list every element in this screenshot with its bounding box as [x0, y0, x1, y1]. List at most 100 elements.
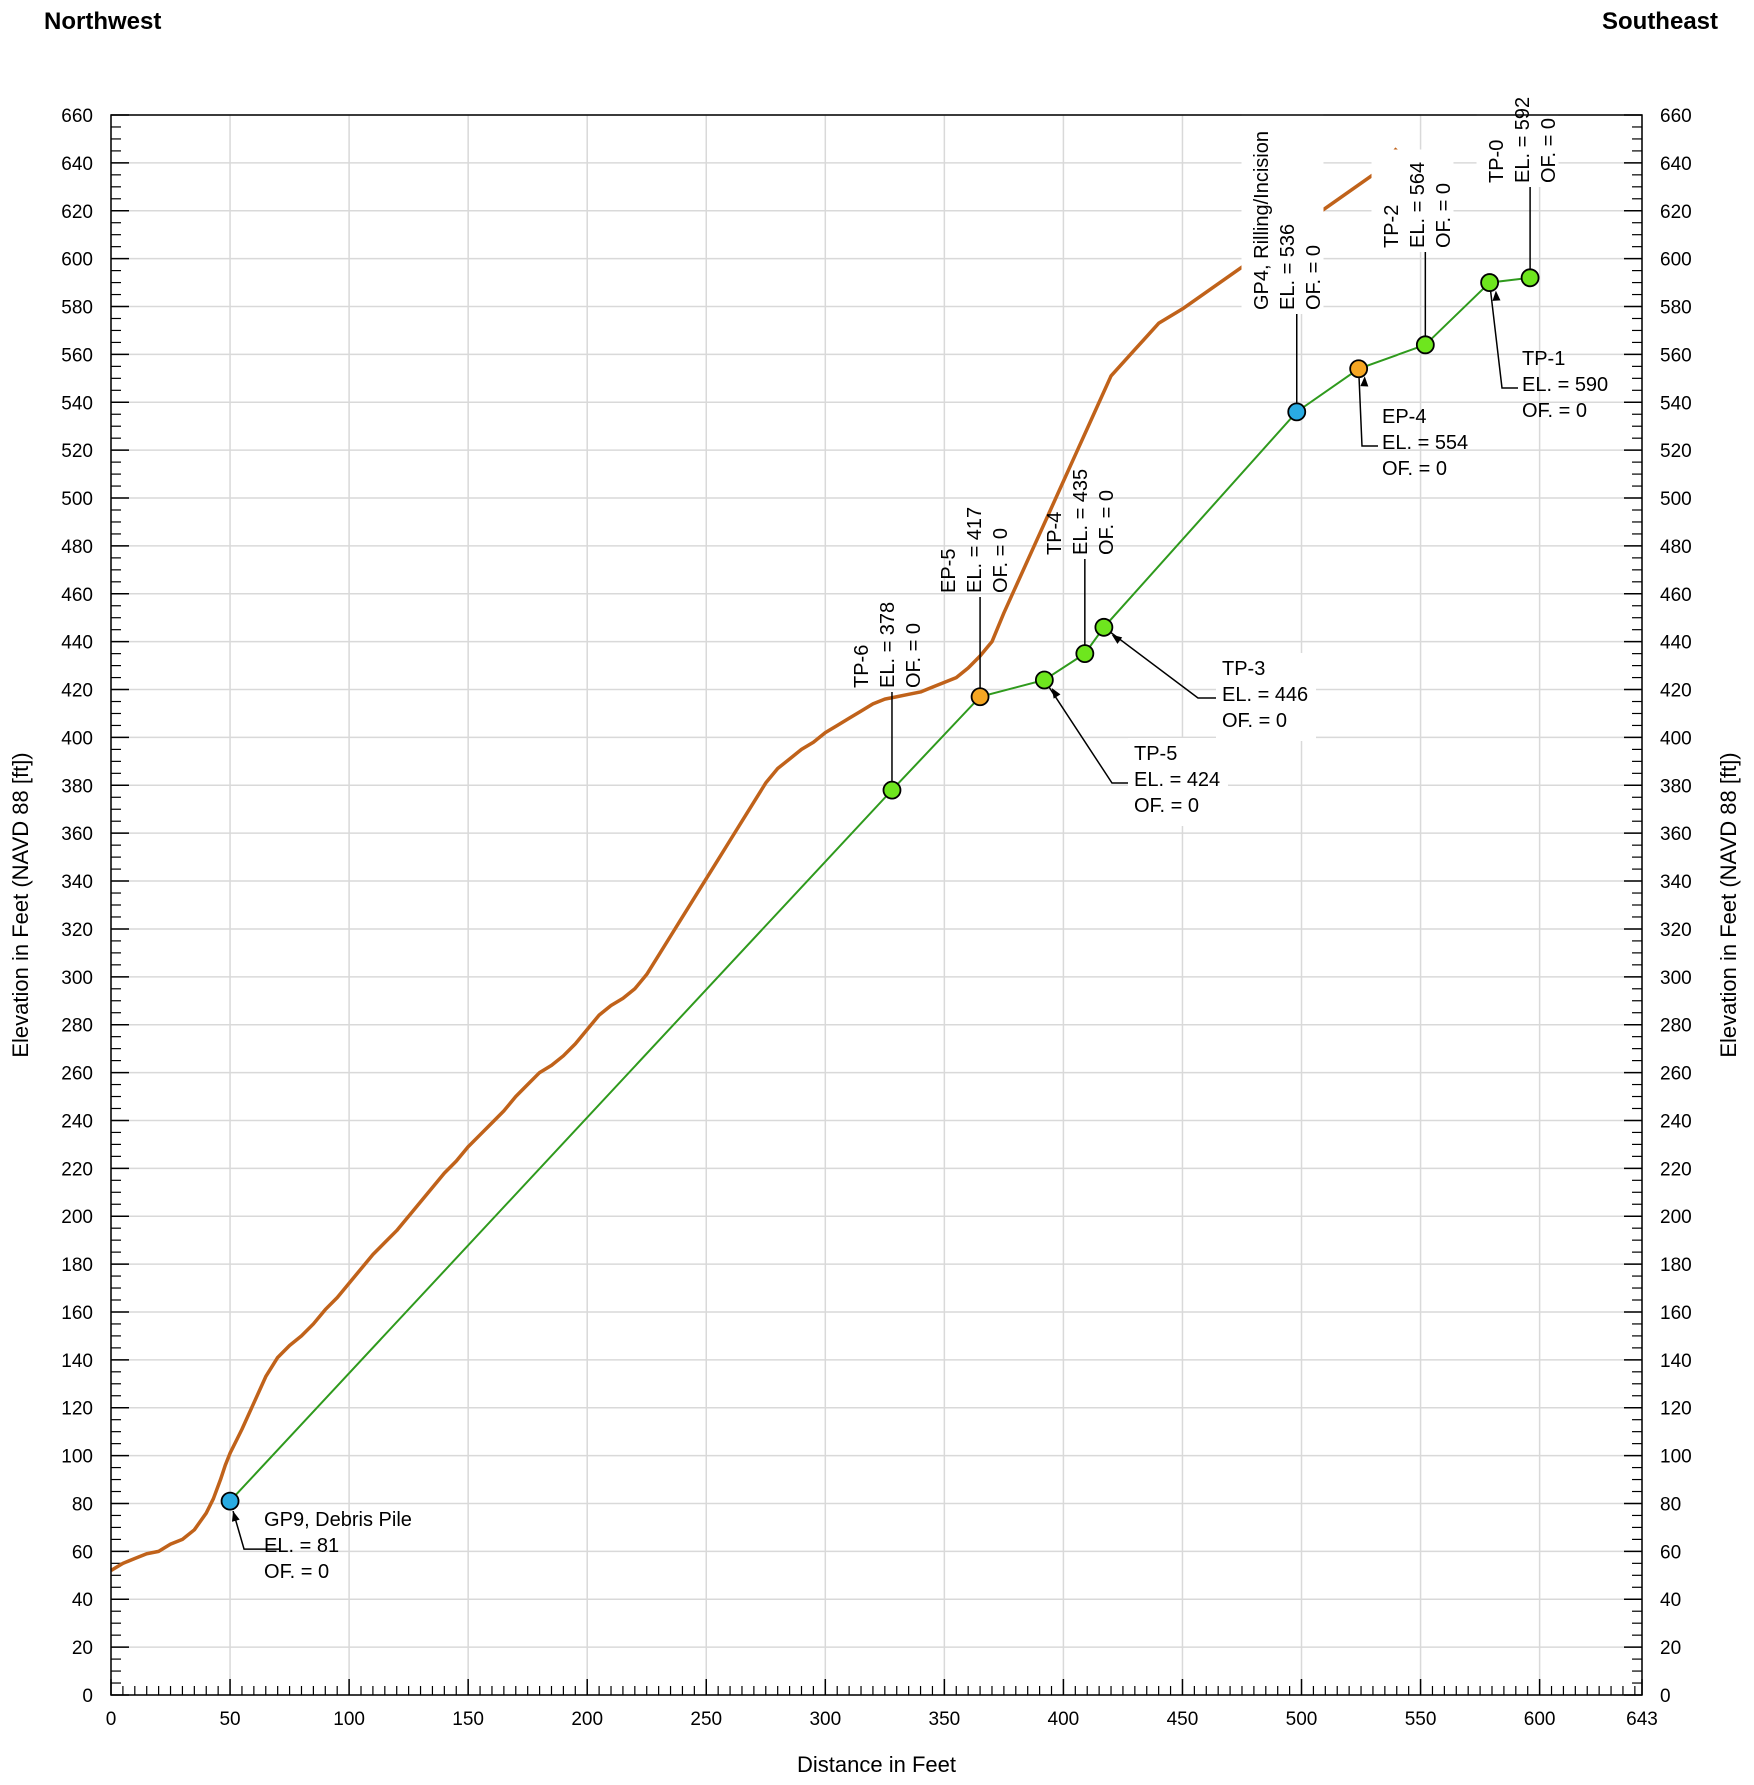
y-tick-label-right: 20	[1660, 1638, 1681, 1659]
callout-text: EL. = 378	[877, 602, 899, 688]
callout-text: EL. = 446	[1222, 684, 1308, 706]
survey-line	[229, 276, 1531, 1502]
callout-text: OF. = 0	[1433, 183, 1455, 248]
major-ticks	[110, 114, 1643, 1696]
callout-text: EL. = 590	[1522, 374, 1608, 396]
y-tick-label-right: 140	[1660, 1351, 1692, 1372]
y-tick-label-left: 320	[61, 920, 93, 941]
callout-text: EP-4	[1382, 406, 1426, 428]
callout-text: OF. = 0	[1134, 795, 1199, 817]
data-point-green	[1415, 335, 1435, 355]
x-tick-label: 250	[690, 1709, 722, 1730]
y-tick-label-left: 340	[61, 872, 93, 893]
x-tick-label: 643	[1626, 1709, 1658, 1730]
callout-text: EL. = 564	[1407, 162, 1429, 248]
y-tick-label-left: 280	[61, 1016, 93, 1037]
y-tick-label-right: 100	[1660, 1447, 1692, 1468]
y-tick-label-right: 220	[1660, 1159, 1692, 1180]
callout-ep-5: EP-5 EL. = 417 OF. = 0	[938, 507, 1012, 593]
y-tick-label-right: 0	[1660, 1686, 1671, 1707]
data-point-blue	[220, 1491, 240, 1511]
y-tick-label-left: 40	[72, 1590, 93, 1611]
y-tick-label-left: 600	[61, 250, 93, 271]
callout-text: OF. = 0	[1096, 490, 1118, 555]
callout-text: TP-0	[1486, 140, 1508, 183]
callout-text: OF. = 0	[1303, 245, 1325, 310]
y-tick-label-left: 640	[61, 154, 93, 175]
y-tick-label-right: 320	[1660, 920, 1692, 941]
callout-tp-1: TP-1 EL. = 590 OF. = 0	[1522, 348, 1608, 422]
callout-text: GP4, Rilling/Incision	[1251, 131, 1273, 310]
x-tick-label: 300	[809, 1709, 841, 1730]
callout-leader	[1357, 368, 1378, 447]
y-tick-label-left: 180	[61, 1255, 93, 1276]
callout-arrowhead	[231, 1511, 240, 1522]
y-tick-label-left: 200	[61, 1207, 93, 1228]
callout-text: OF. = 0	[1382, 458, 1447, 480]
y-tick-label-left: 260	[61, 1064, 93, 1085]
callout-background	[1241, 85, 1324, 314]
y-tick-label-right: 360	[1660, 824, 1692, 845]
callout-background	[1128, 738, 1228, 826]
callout-text: TP-2	[1381, 205, 1403, 248]
y-tick-label-left: 420	[61, 681, 93, 702]
data-point-blue	[1287, 402, 1307, 422]
callout-tp-2: TP-2 EL. = 564 OF. = 0	[1371, 149, 1455, 252]
callout-text: OF. = 0	[1538, 118, 1560, 183]
y-tick-label-right: 120	[1660, 1399, 1692, 1420]
y-tick-label-left: 500	[61, 489, 93, 510]
callout-background	[1371, 149, 1454, 252]
y-tick-label-right: 500	[1660, 489, 1692, 510]
y-tick-label-right: 520	[1660, 441, 1692, 462]
y-tick-label-left: 460	[61, 585, 93, 606]
x-tick-label: 100	[333, 1709, 365, 1730]
y-tick-label-left: 140	[61, 1351, 93, 1372]
northwest-direction-label: Northwest	[44, 8, 162, 35]
y-tick-label-right: 660	[1660, 106, 1692, 127]
callout-leader	[232, 1510, 280, 1550]
callout-leaders	[231, 187, 1531, 1550]
ground-profile-line	[110, 147, 1399, 1573]
y-tick-label-left: 160	[61, 1303, 93, 1324]
y-tick-label-right: 300	[1660, 968, 1692, 989]
x-tick-label: 150	[452, 1709, 484, 1730]
callout-arrowhead	[1111, 634, 1123, 644]
y-tick-label-right: 540	[1660, 393, 1692, 414]
y-tick-label-left: 440	[61, 633, 93, 654]
y-tick-label-right: 240	[1660, 1111, 1692, 1132]
callout-arrowhead	[1051, 688, 1061, 699]
callout-background	[1216, 653, 1316, 741]
y-tick-label-right: 40	[1660, 1590, 1681, 1611]
data-point-green	[1480, 273, 1500, 292]
y-tick-label-right: 620	[1660, 202, 1692, 223]
callout-ep-4: EP-4 EL. = 554 OF. = 0	[1382, 406, 1468, 480]
y-tick-label-left: 380	[61, 776, 93, 797]
callout-arrowhead	[1492, 290, 1501, 301]
y-tick-label-right: 340	[1660, 872, 1692, 893]
y-tick-label-left: 660	[61, 106, 93, 127]
y-tick-label-left: 120	[61, 1399, 93, 1420]
x-tick-label: 0	[106, 1709, 117, 1730]
y-tick-label-right: 280	[1660, 1016, 1692, 1037]
callout-text: OF. = 0	[1222, 710, 1287, 732]
y-tick-label-left: 60	[72, 1542, 93, 1563]
y-tick-label-right: 80	[1660, 1494, 1681, 1515]
y-tick-label-right: 640	[1660, 154, 1692, 175]
y-tick-label-right: 200	[1660, 1207, 1692, 1228]
data-point-green	[1034, 670, 1054, 690]
y-tick-label-right: 380	[1660, 776, 1692, 797]
callout-text: EP-5	[938, 549, 960, 593]
y-axis-label-right: Elevation in Feet (NAVD 88 [ft])	[1716, 752, 1741, 1057]
y-tick-label-left: 0	[82, 1686, 93, 1707]
minor-ticks	[111, 126, 1642, 1695]
data-point-green	[1520, 268, 1540, 288]
y-tick-label-right: 600	[1660, 250, 1692, 271]
y-tick-label-right: 260	[1660, 1064, 1692, 1085]
callout-text: TP-4	[1044, 512, 1066, 555]
data-point-orange	[1349, 359, 1369, 379]
plot-frame	[110, 114, 1643, 1696]
callout-text: OF. = 0	[1522, 400, 1587, 422]
x-tick-label: 600	[1524, 1709, 1556, 1730]
